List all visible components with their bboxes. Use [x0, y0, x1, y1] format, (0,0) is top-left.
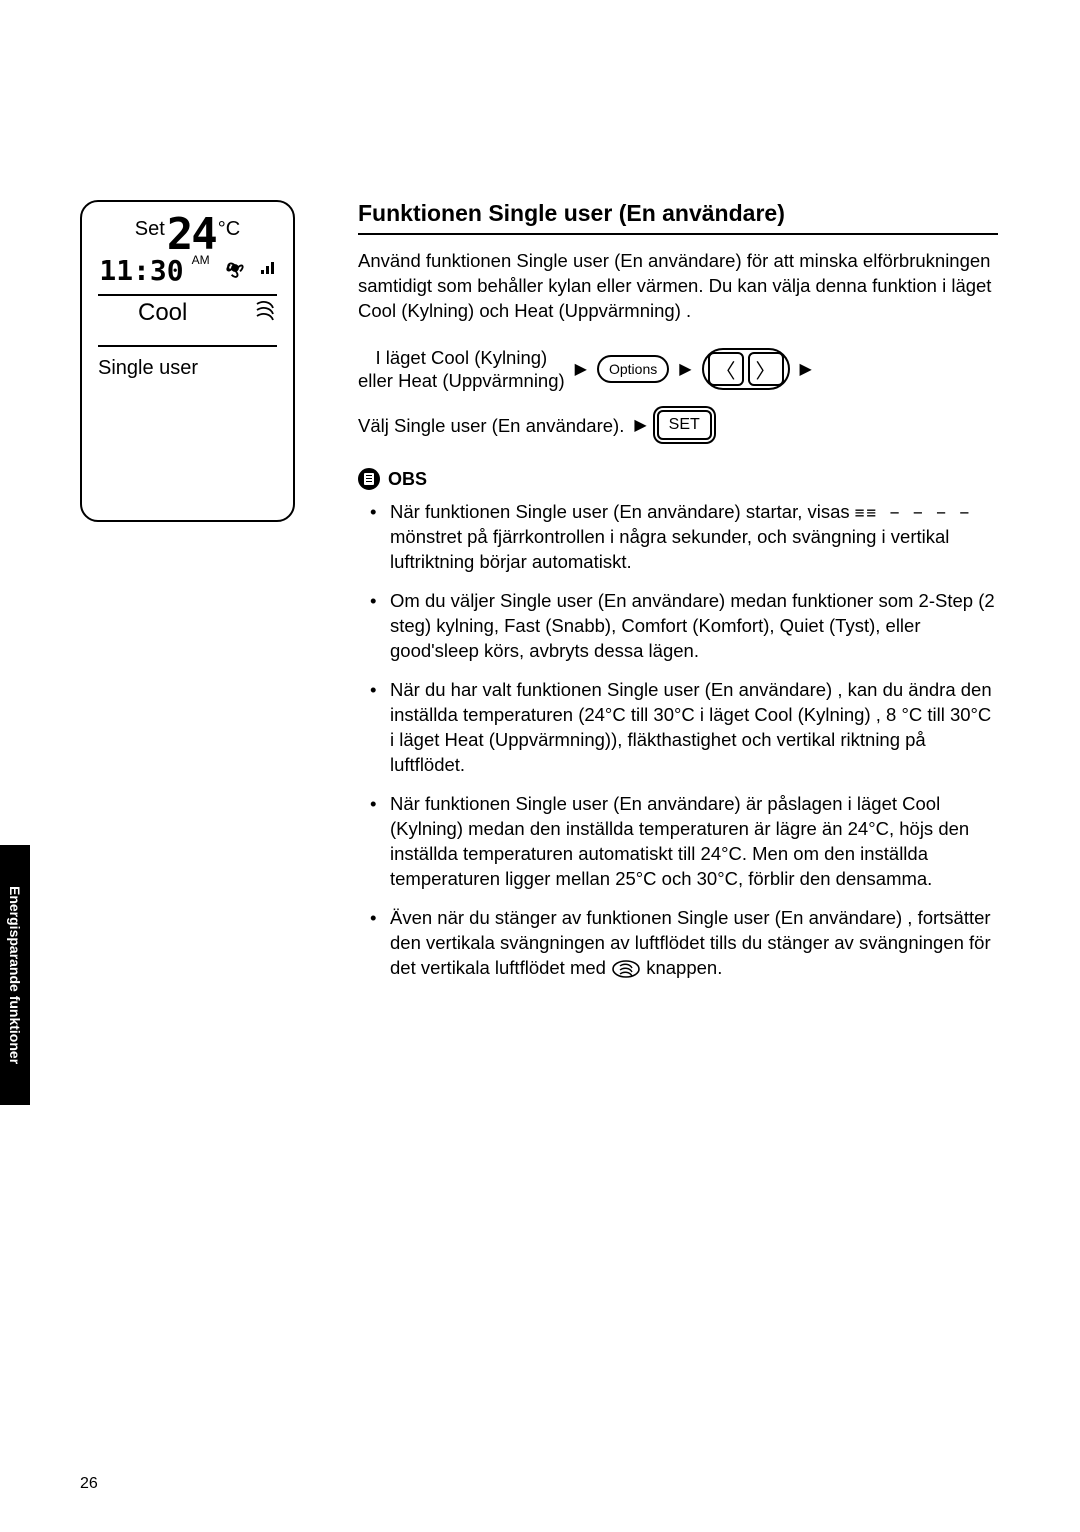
note-heading-row: OBS	[358, 468, 998, 490]
arrow-icon: ▶	[575, 359, 587, 379]
arrow-icon: ▶	[679, 359, 691, 379]
remote-set-label: Set	[135, 218, 165, 241]
note-item: Om du väljer Single user (En användare) …	[376, 589, 998, 664]
step-mode-line1: I läget Cool (Kylning)	[375, 347, 547, 368]
arrow-icon: ▶	[800, 359, 812, 379]
remote-ampm: AM	[192, 253, 210, 267]
remote-function-label: Single user	[98, 357, 198, 380]
section-title: Funktionen Single user (En användare)	[358, 200, 998, 235]
remote-time: 11:30	[99, 254, 183, 287]
note-icon	[358, 468, 380, 490]
fan-icon	[218, 251, 252, 290]
remote-display: Set 24 °C 11:30 AM	[80, 200, 295, 522]
section-intro: Använd funktionen Single user (En använd…	[358, 249, 998, 324]
step-row-2: Välj Single user (En användare). ▶ SET	[358, 410, 998, 440]
step-select-text: Välj Single user (En användare).	[358, 414, 624, 437]
remote-mode: Cool	[138, 299, 187, 327]
note-item: När du har valt funktionen Single user (…	[376, 678, 998, 778]
pattern-icon: ≡≡ − − − −	[855, 503, 971, 522]
note-heading: OBS	[388, 469, 427, 490]
remote-temp: 24	[167, 216, 216, 253]
arrow-buttons-group: 〈 〉	[702, 348, 790, 390]
notes-list: När funktionen Single user (En användare…	[358, 500, 998, 980]
signal-icon	[260, 261, 276, 280]
page-number: 26	[80, 1475, 98, 1493]
side-tab: Energisparande funktioner	[0, 845, 30, 1105]
arrow-icon: ▶	[634, 415, 646, 435]
swing-button-icon	[611, 957, 641, 978]
step-mode-text: I läget Cool (Kylning) eller Heat (Uppvä…	[358, 346, 565, 392]
step-row-1: I läget Cool (Kylning) eller Heat (Uppvä…	[358, 346, 998, 392]
left-arrow-button[interactable]: 〈	[708, 352, 744, 386]
note-item: När funktionen Single user (En användare…	[376, 792, 998, 892]
note-item: Även när du stänger av funktionen Single…	[376, 906, 998, 981]
right-arrow-button[interactable]: 〉	[748, 352, 784, 386]
note-item: När funktionen Single user (En användare…	[376, 500, 998, 575]
step-mode-line2: eller Heat (Uppvärmning)	[358, 370, 565, 391]
swing-icon	[253, 298, 277, 327]
options-button[interactable]: Options	[597, 355, 669, 383]
remote-temp-unit: °C	[218, 218, 240, 241]
set-button[interactable]: SET	[657, 410, 712, 440]
